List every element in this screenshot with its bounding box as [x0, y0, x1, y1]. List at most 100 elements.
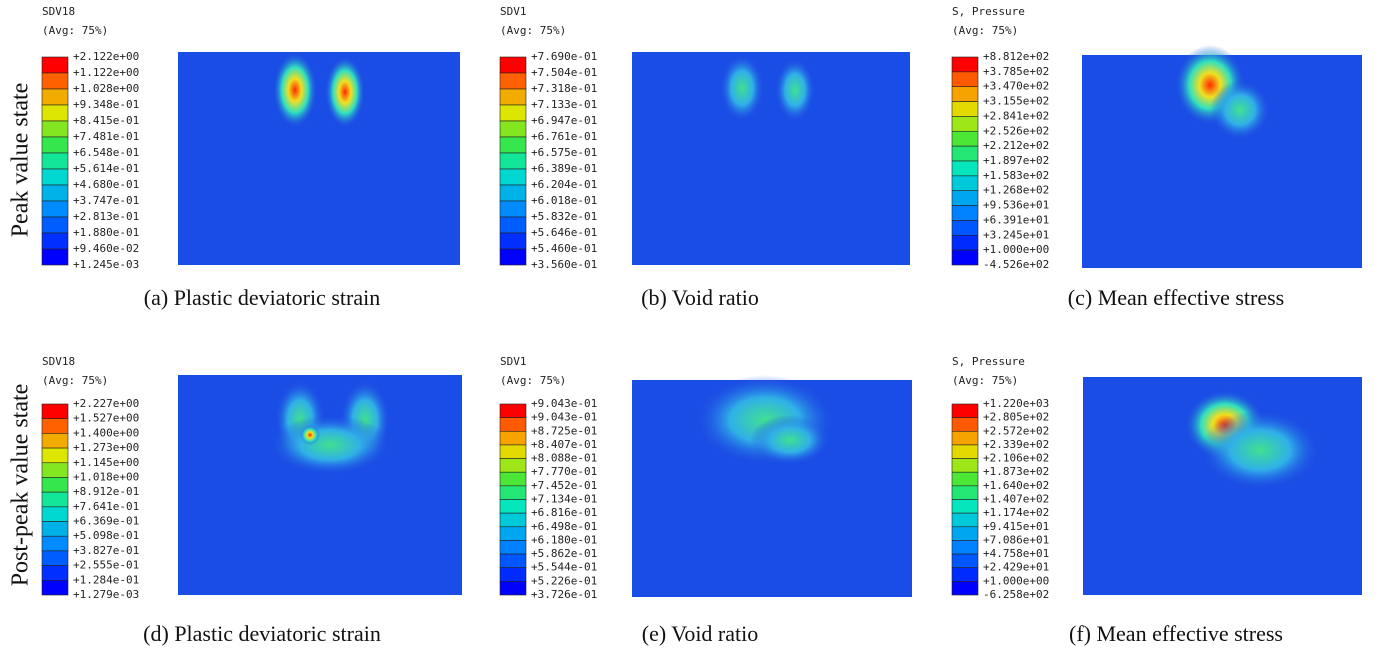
average-note: (Avg: 75%): [42, 24, 108, 37]
legend-label: +2.572e+02: [983, 424, 1049, 437]
legend-swatch: [41, 433, 69, 449]
legend-swatch: [499, 88, 527, 106]
legend-swatch: [41, 462, 69, 478]
legend-label: +9.348e-01: [73, 98, 139, 111]
legend-swatch: [951, 249, 979, 266]
contour-plot: [178, 52, 460, 265]
legend-label: +9.536e+01: [983, 199, 1049, 212]
legend-label: +3.747e-01: [73, 194, 139, 207]
legend-label: +1.028e+00: [73, 82, 139, 95]
legend-label: +5.460e-01: [531, 242, 597, 255]
legend-label: +7.318e-01: [531, 82, 597, 95]
legend-swatch: [499, 232, 527, 250]
legend-swatch: [951, 130, 979, 147]
contour-spot: [1200, 410, 1320, 490]
caption: (c) Mean effective stress: [1068, 285, 1284, 310]
legend-label: +5.098e-01: [73, 529, 139, 542]
legend-swatch: [41, 168, 69, 186]
legend-label: +7.641e-01: [73, 500, 139, 513]
legend-label: -6.258e+02: [983, 588, 1049, 601]
legend-swatch: [499, 216, 527, 234]
legend-label: +1.145e+00: [73, 456, 139, 469]
legend-swatch: [499, 567, 527, 582]
legend-swatch: [499, 430, 527, 446]
legend-label: +6.180e-01: [531, 533, 597, 546]
average-note: (Avg: 75%): [500, 24, 566, 37]
legend-label: +5.544e-01: [531, 561, 597, 574]
legend-label: +2.805e+02: [983, 411, 1049, 424]
legend-swatch: [951, 86, 979, 102]
legend-label: +8.415e-01: [73, 114, 139, 127]
legend-label: +2.429e+01: [983, 561, 1049, 574]
legend-swatch: [41, 418, 69, 434]
legend-label: +5.646e-01: [531, 226, 597, 239]
legend-swatch: [951, 116, 979, 132]
legend-swatch: [499, 248, 527, 266]
legend-swatch: [499, 553, 527, 569]
legend-swatch: [41, 565, 69, 581]
legend-label: +3.470e+02: [983, 80, 1049, 93]
caption: (b) Void ratio: [641, 285, 759, 310]
legend-label: +1.284e-01: [73, 573, 139, 586]
legend-label: +7.086e+01: [983, 533, 1049, 546]
legend-swatch: [499, 104, 527, 122]
legend-label: +6.575e-01: [531, 146, 597, 159]
legend-label: +6.369e-01: [73, 515, 139, 528]
legend-swatch: [951, 485, 979, 500]
legend-swatch: [41, 72, 69, 90]
contour-spot: [1210, 80, 1270, 140]
legend-swatch: [499, 540, 527, 555]
legend-label: +5.862e-01: [531, 547, 597, 560]
legend-swatch: [499, 581, 527, 596]
legend-label: +2.841e+02: [983, 109, 1049, 122]
average-note: (Avg: 75%): [42, 374, 108, 387]
legend-swatch: [951, 512, 979, 528]
legend-label: +1.245e-03: [73, 258, 139, 271]
legend-label: +8.088e-01: [531, 452, 597, 465]
legend-label: +1.583e+02: [983, 169, 1049, 182]
legend-swatch: [951, 526, 979, 541]
legend-label: +3.245e+01: [983, 228, 1049, 241]
legend-label: +7.504e-01: [531, 66, 597, 79]
legend-swatch: [951, 444, 979, 459]
caption: (a) Plastic deviatoric strain: [144, 285, 380, 310]
legend-swatch: [951, 458, 979, 473]
legend-label: +1.279e-03: [73, 588, 139, 601]
caption: (f) Mean effective stress: [1069, 621, 1283, 646]
legend-swatch: [41, 120, 69, 138]
contour-spot: [750, 415, 830, 465]
legend-label: +9.043e-01: [531, 397, 597, 410]
legend-label: +3.726e-01: [531, 588, 597, 601]
legend-swatch: [499, 444, 527, 459]
legend-swatch: [41, 232, 69, 250]
legend-swatch: [951, 417, 979, 432]
contour-spot: [775, 58, 815, 122]
legend-swatch: [499, 512, 527, 528]
variable-name: S, Pressure: [952, 355, 1025, 368]
legend-swatch: [951, 101, 979, 117]
legend-label: +8.725e-01: [531, 424, 597, 437]
variable-name: SDV18: [42, 355, 75, 368]
legend-swatch: [41, 506, 69, 522]
legend-label: +1.527e+00: [73, 412, 139, 425]
legend-swatch: [41, 491, 69, 508]
legend-label: +6.018e-01: [531, 194, 597, 207]
legend-label: +4.758e+01: [983, 547, 1049, 560]
legend-swatch: [41, 200, 69, 218]
legend-label: +2.212e+02: [983, 139, 1049, 152]
row-label: Post-peak value state: [8, 384, 34, 587]
legend-label: +6.816e-01: [531, 506, 597, 519]
legend-swatch: [499, 200, 527, 218]
legend-label: +7.690e-01: [531, 50, 597, 63]
legend-swatch: [499, 136, 527, 154]
legend-swatch: [499, 168, 527, 186]
contour-plot: [632, 52, 910, 265]
legend-swatch: [951, 567, 979, 582]
legend-label: +7.133e-01: [531, 98, 597, 111]
legend-swatch: [41, 535, 69, 552]
legend-label: +8.407e-01: [531, 438, 597, 451]
legend-label: +3.155e+02: [983, 95, 1049, 108]
legend-label: +2.106e+02: [983, 452, 1049, 465]
legend-label: +9.460e-02: [73, 242, 139, 255]
legend-swatch: [499, 184, 527, 202]
